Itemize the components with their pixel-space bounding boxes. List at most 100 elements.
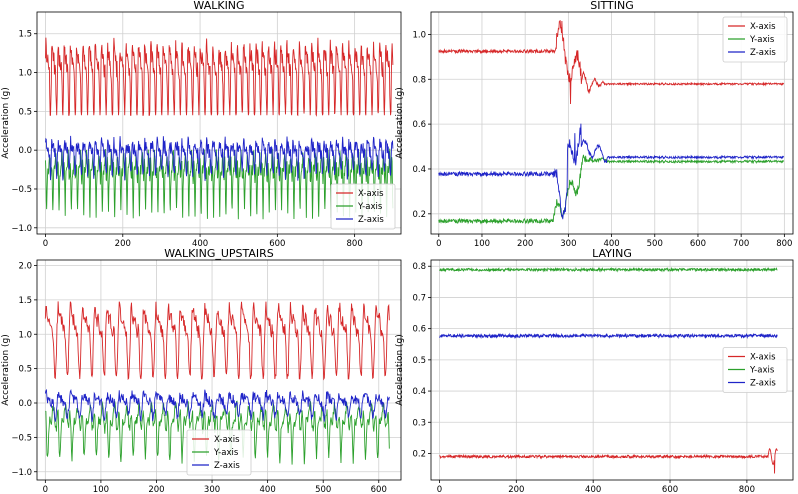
y-tick-label: 0.5 xyxy=(18,365,32,375)
series-line-z-axis xyxy=(438,123,785,220)
legend-label: Y-axis xyxy=(357,202,383,212)
x-tick-label: 400 xyxy=(192,239,208,249)
legend-label: X-axis xyxy=(750,22,776,32)
chart-panel-walking_upstairs: WALKING_UPSTAIRS Acceleration (g) 0 100 200 3… xyxy=(1,247,402,494)
x-tick-label: 500 xyxy=(315,485,331,494)
legend: X-axis Y-axis Z-axis xyxy=(722,347,788,393)
x-tick-label: 800 xyxy=(739,485,755,494)
chart-title: LAYING xyxy=(592,247,632,260)
y-axis-label: Acceleration (g) xyxy=(1,334,11,406)
chart-title: SITTING xyxy=(590,0,633,12)
y-tick-label: 0.4 xyxy=(412,387,426,397)
y-tick-label: 1.0 xyxy=(18,69,32,79)
y-tick-label: 0.8 xyxy=(412,75,426,85)
series-line-z-axis xyxy=(439,332,778,340)
x-tick-label: 400 xyxy=(260,485,276,494)
x-tick-label: 400 xyxy=(603,239,619,249)
legend-label: X-axis xyxy=(750,353,776,363)
series-line-x-axis xyxy=(45,37,394,117)
y-tick-label: 0.5 xyxy=(18,107,32,117)
x-tick-label: 100 xyxy=(93,485,109,494)
y-tick-label: −0.5 xyxy=(11,433,32,443)
legend-label: Z-axis xyxy=(750,379,776,389)
chart-panel-laying: LAYING Acceleration (g) 0 200 400 600 800 0.2 0.… xyxy=(395,247,794,494)
y-tick-label: 1.0 xyxy=(18,330,32,340)
x-tick-label: 400 xyxy=(585,485,601,494)
y-tick-label: 0.0 xyxy=(18,146,32,156)
y-tick-label: 0.0 xyxy=(18,399,32,409)
y-tick-label: −0.5 xyxy=(11,185,32,195)
chart-panel-sitting: SITTING Acceleration (g) 0 100 200 300 400 500 6… xyxy=(395,0,794,249)
legend-box xyxy=(722,16,788,63)
series-line-y-axis xyxy=(45,148,394,220)
y-tick-label: −1.0 xyxy=(11,468,32,478)
series-line-x-axis xyxy=(439,448,778,474)
y-tick-label: 0.8 xyxy=(412,262,426,272)
legend-label: Y-axis xyxy=(749,35,775,45)
chart-panel-walking: WALKING Acceleration (g) 0 200 400 600 800 −1.0… xyxy=(1,0,402,249)
x-tick-label: 700 xyxy=(733,239,749,249)
x-tick-label: 0 xyxy=(437,485,442,494)
legend-box xyxy=(186,429,252,476)
x-tick-label: 500 xyxy=(647,239,663,249)
legend-box xyxy=(722,347,788,393)
x-tick-label: 800 xyxy=(347,239,363,249)
y-tick-label: 0.6 xyxy=(412,325,426,335)
axes-frame xyxy=(430,11,794,235)
axes-frame xyxy=(36,11,402,235)
x-tick-label: 600 xyxy=(371,485,387,494)
series-line-y-axis xyxy=(45,400,390,465)
x-tick-label: 600 xyxy=(269,239,285,249)
x-tick-label: 200 xyxy=(115,239,131,249)
x-tick-label: 0 xyxy=(43,239,48,249)
series-line-y-axis xyxy=(439,266,778,273)
x-tick-label: 100 xyxy=(474,239,490,249)
legend-label: Z-axis xyxy=(750,48,776,58)
y-tick-label: 1.5 xyxy=(18,30,32,40)
chart-title: WALKING_UPSTAIRS xyxy=(164,247,274,260)
series-line-z-axis xyxy=(45,135,394,181)
y-tick-label: 1.5 xyxy=(18,296,32,306)
axes-frame xyxy=(36,259,402,481)
legend-box xyxy=(330,183,396,230)
series-line-x-axis xyxy=(438,20,785,104)
x-tick-label: 200 xyxy=(148,485,164,494)
y-axis-label: Acceleration (g) xyxy=(1,87,11,159)
y-axis-label: Acceleration (g) xyxy=(395,87,405,159)
x-tick-label: 800 xyxy=(776,239,792,249)
x-tick-label: 200 xyxy=(517,239,533,249)
x-tick-label: 0 xyxy=(43,485,48,494)
series-line-z-axis xyxy=(44,388,390,423)
legend-label: Z-axis xyxy=(214,461,240,471)
series-line-x-axis xyxy=(44,301,390,381)
legend-label: Y-axis xyxy=(749,366,775,376)
chart-title: WALKING xyxy=(193,0,244,12)
y-tick-label: 0.2 xyxy=(412,210,426,220)
legend-label: X-axis xyxy=(358,189,384,199)
y-axis-label: Acceleration (g) xyxy=(395,334,405,406)
y-tick-label: 0.3 xyxy=(412,418,426,428)
x-tick-label: 300 xyxy=(560,239,576,249)
y-tick-label: −1.0 xyxy=(11,224,32,234)
y-tick-label: 0.6 xyxy=(412,120,426,130)
x-tick-label: 600 xyxy=(690,239,706,249)
x-tick-label: 200 xyxy=(508,485,524,494)
legend-label: X-axis xyxy=(214,435,240,445)
y-tick-label: 0.5 xyxy=(412,356,426,366)
x-tick-label: 300 xyxy=(204,485,220,494)
legend-label: Z-axis xyxy=(358,215,384,225)
y-tick-label: 0.4 xyxy=(412,165,426,175)
y-tick-label: 0.7 xyxy=(412,293,426,303)
axes-frame xyxy=(430,259,794,481)
y-tick-label: 1.0 xyxy=(412,30,426,40)
x-tick-label: 0 xyxy=(436,239,441,249)
x-tick-label: 600 xyxy=(662,485,678,494)
series-line-y-axis xyxy=(438,154,785,225)
legend: X-axis Y-axis Z-axis xyxy=(330,183,396,230)
y-tick-label: 0.2 xyxy=(412,449,426,459)
y-tick-label: 2.0 xyxy=(18,262,32,272)
legend-label: Y-axis xyxy=(213,448,239,458)
legend: X-axis Y-axis Z-axis xyxy=(722,16,788,63)
legend: X-axis Y-axis Z-axis xyxy=(186,429,252,476)
